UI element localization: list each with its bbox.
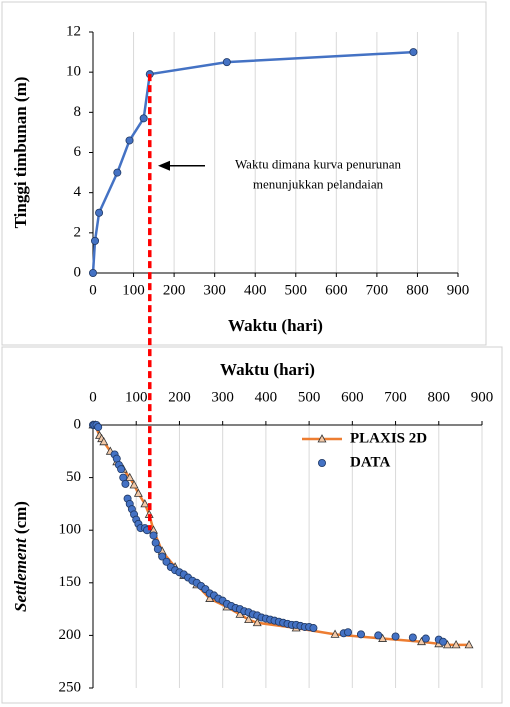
data-point bbox=[129, 480, 139, 489]
top-frame bbox=[1, 1, 487, 346]
legend-label: DATA bbox=[350, 454, 390, 470]
y-axis-title: Tinggi timbunan (m) bbox=[11, 77, 30, 229]
x-tick-label: 900 bbox=[471, 389, 494, 405]
y-tick-label: 100 bbox=[59, 522, 82, 538]
y-tick-label: 0 bbox=[74, 264, 82, 280]
data-point bbox=[451, 640, 461, 649]
y-tick-label: 6 bbox=[74, 144, 82, 160]
annotation: Waktu dimana kurva penurunan bbox=[235, 157, 402, 172]
data-point bbox=[158, 552, 167, 561]
x-tick-label: 800 bbox=[406, 282, 429, 298]
data-point bbox=[125, 136, 134, 145]
x-tick-label: 500 bbox=[298, 389, 321, 405]
data-point bbox=[89, 268, 98, 277]
data-point bbox=[421, 634, 430, 643]
x-tick-label: 600 bbox=[341, 389, 364, 405]
legend-marker bbox=[317, 434, 327, 443]
data-point bbox=[139, 114, 148, 123]
x-tick-label: 0 bbox=[89, 282, 97, 298]
y-axis-title-part: Settlement bbox=[11, 537, 30, 612]
x-tick-label: 900 bbox=[447, 282, 470, 298]
data-point bbox=[140, 499, 150, 508]
data-point bbox=[121, 479, 130, 488]
y-tick-label: 12 bbox=[66, 23, 81, 39]
legend-label: PLAXIS 2D bbox=[350, 430, 427, 446]
x-tick-label: 0 bbox=[89, 389, 97, 405]
y-tick-label: 200 bbox=[59, 627, 82, 643]
data-point bbox=[133, 488, 143, 497]
y-tick-label: 0 bbox=[74, 416, 82, 432]
x-axis-title: Waktu (hari) bbox=[220, 360, 315, 379]
data-point bbox=[374, 631, 383, 640]
x-tick-label: 700 bbox=[366, 282, 389, 298]
data-point bbox=[162, 557, 171, 566]
bottom-frame bbox=[1, 346, 503, 704]
data-point bbox=[117, 465, 126, 474]
y-axis-title: Settlement (cm) bbox=[11, 501, 30, 612]
y-tick-label: 2 bbox=[74, 224, 82, 240]
y-tick-label: 10 bbox=[66, 64, 81, 80]
legend-marker bbox=[317, 458, 326, 467]
data-point bbox=[91, 236, 100, 245]
data-point bbox=[95, 208, 104, 217]
data-point bbox=[344, 628, 353, 637]
data-point bbox=[439, 637, 448, 646]
data-point bbox=[99, 436, 109, 446]
data-point bbox=[244, 614, 254, 624]
x-axis-title: Waktu (hari) bbox=[228, 316, 323, 335]
x-tick-label: 200 bbox=[163, 282, 186, 298]
x-tick-label: 400 bbox=[244, 282, 267, 298]
x-tick-label: 100 bbox=[122, 282, 145, 298]
data-point bbox=[330, 629, 340, 638]
data-point bbox=[113, 168, 122, 177]
x-tick-label: 700 bbox=[384, 389, 407, 405]
x-tick-label: 500 bbox=[285, 282, 308, 298]
y-tick-label: 50 bbox=[66, 469, 81, 485]
data-point bbox=[222, 58, 231, 67]
y-tick-label: 8 bbox=[74, 104, 82, 120]
y-tick-label: 4 bbox=[74, 184, 82, 200]
annotation: menunjukkan pelandaian bbox=[253, 177, 384, 192]
x-tick-label: 100 bbox=[125, 389, 148, 405]
data-point bbox=[408, 633, 417, 642]
x-tick-label: 400 bbox=[255, 389, 278, 405]
data-point bbox=[464, 640, 474, 649]
y-axis-title-part: (cm) bbox=[11, 501, 30, 538]
y-tick-label: 150 bbox=[59, 574, 82, 590]
data-point bbox=[391, 632, 400, 641]
y-tick-label: 250 bbox=[59, 679, 82, 695]
data-point bbox=[356, 630, 365, 639]
data-point bbox=[409, 48, 418, 57]
series-line bbox=[93, 423, 470, 647]
data-point bbox=[125, 472, 135, 481]
x-tick-label: 800 bbox=[428, 389, 451, 405]
x-tick-label: 600 bbox=[325, 282, 348, 298]
data-point bbox=[149, 531, 158, 540]
x-tick-label: 300 bbox=[211, 389, 234, 405]
annotation-arrowhead bbox=[158, 160, 170, 171]
x-tick-label: 300 bbox=[203, 282, 226, 298]
data-point bbox=[94, 423, 103, 432]
data-point bbox=[153, 545, 162, 554]
data-point bbox=[309, 624, 318, 633]
data-point bbox=[252, 617, 262, 627]
x-tick-label: 200 bbox=[168, 389, 191, 405]
